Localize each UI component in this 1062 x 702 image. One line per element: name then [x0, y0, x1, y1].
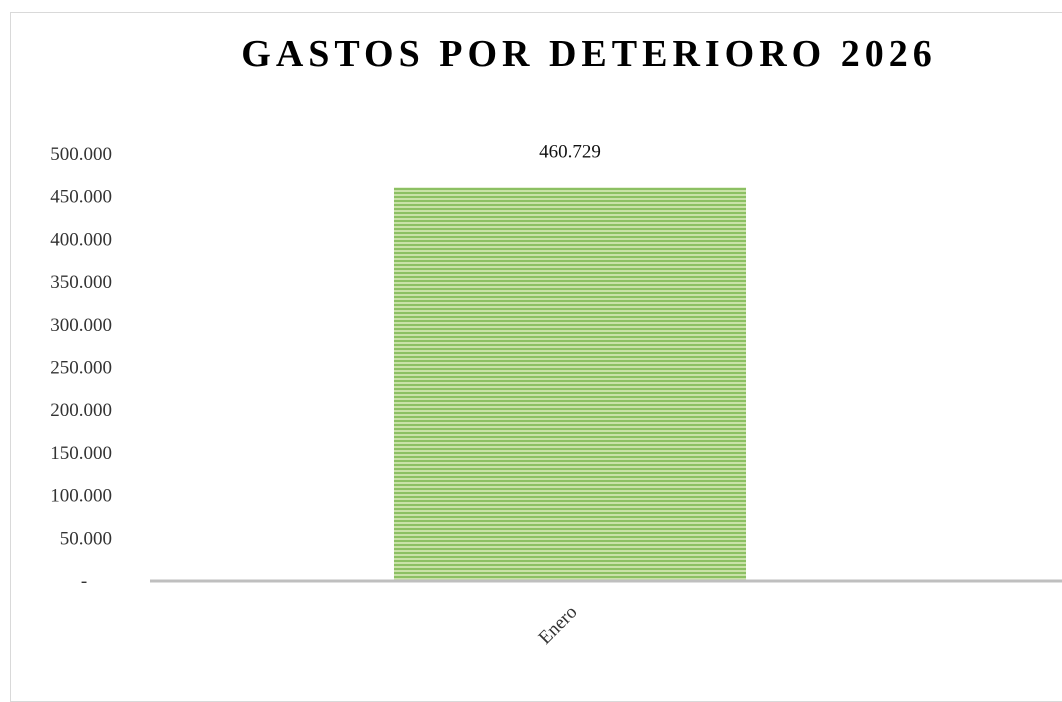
y-tick-label: 50.000 — [60, 528, 112, 549]
data-label: 460.729 — [539, 142, 601, 163]
y-tick-label: 200.000 — [50, 400, 112, 421]
x-tick-label: Enero — [535, 602, 582, 649]
y-tick-label: 100.000 — [50, 486, 112, 507]
y-tick-label: 450.000 — [50, 187, 112, 208]
y-tick-label: 150.000 — [50, 443, 112, 464]
x-axis-tick-labels: Enero — [535, 602, 582, 649]
y-tick-label: 500.000 — [50, 144, 112, 165]
bar-series — [393, 187, 747, 582]
chart-title: GASTOS POR DETERIORO 2026 — [241, 33, 936, 75]
y-tick-label: 250.000 — [50, 358, 112, 379]
y-tick-label: - — [81, 571, 87, 592]
bar — [393, 187, 747, 582]
data-labels: 460.729 — [539, 142, 601, 163]
y-axis-tick-labels: - 50.000 100.000 150.000 200.000 250.000 300.0… — [50, 144, 112, 592]
y-tick-label: 350.000 — [50, 272, 112, 293]
y-tick-label: 400.000 — [50, 229, 112, 250]
y-tick-label: 300.000 — [50, 315, 112, 336]
